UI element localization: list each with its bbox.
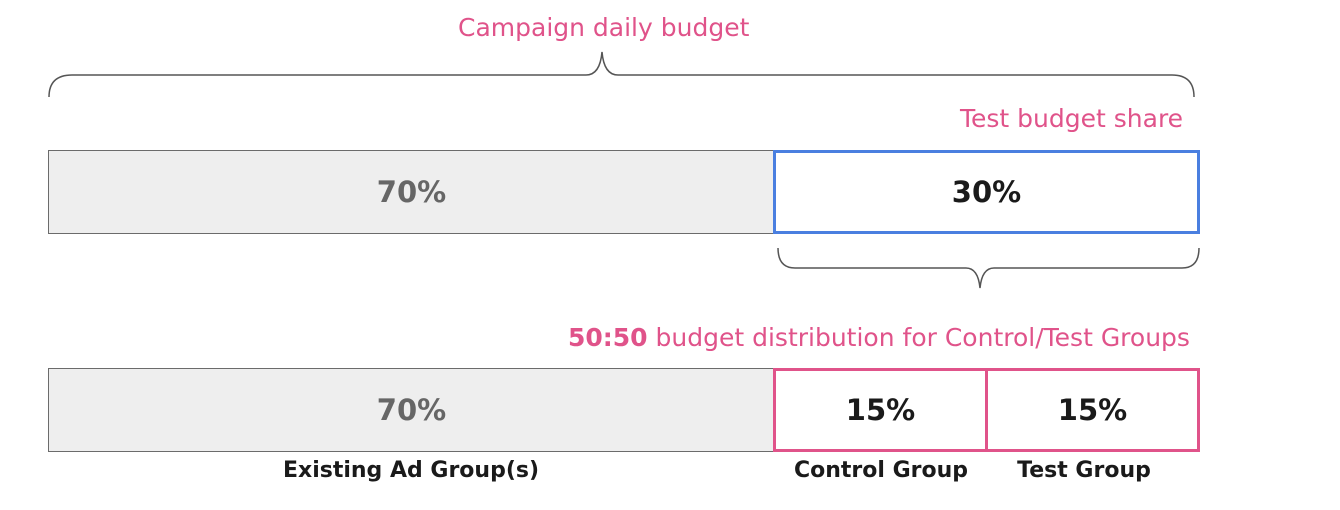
distribution-text: budget distribution for Control/Test Gro…	[647, 323, 1190, 352]
test-group-segment: 15%	[985, 368, 1200, 452]
top-existing-percent: 70%	[376, 175, 447, 209]
campaign-budget-label: Campaign daily budget	[458, 13, 750, 42]
bottom-existing-segment: 70%	[48, 368, 775, 452]
top-test-share-percent: 30%	[951, 175, 1022, 209]
test-budget-share-label: Test budget share	[960, 104, 1184, 133]
control-group-segment: 15%	[773, 368, 988, 452]
top-existing-segment: 70%	[48, 150, 775, 234]
test-group-label: Test Group	[1017, 458, 1151, 483]
top-test-share-segment: 30%	[773, 150, 1200, 234]
test-group-percent: 15%	[1057, 393, 1128, 427]
control-group-label: Control Group	[793, 458, 969, 483]
existing-ad-groups-label: Existing Ad Group(s)	[282, 458, 540, 483]
distribution-label: 50:50 budget distribution for Control/Te…	[568, 325, 1190, 350]
distribution-ratio: 50:50	[568, 323, 648, 352]
control-group-percent: 15%	[845, 393, 916, 427]
bottom-existing-percent: 70%	[376, 393, 447, 427]
